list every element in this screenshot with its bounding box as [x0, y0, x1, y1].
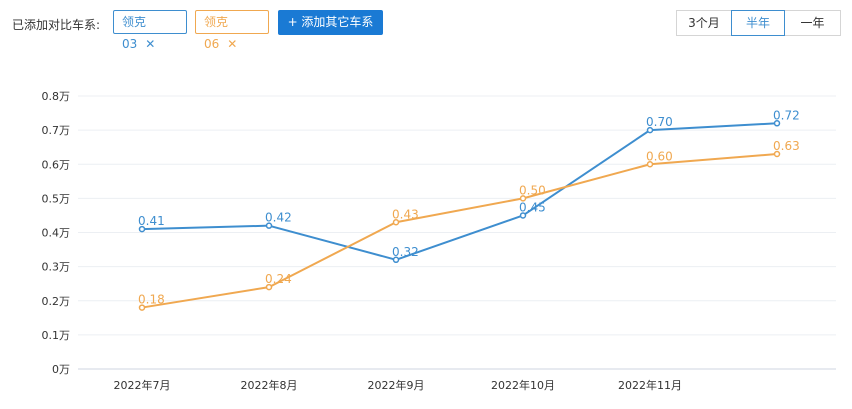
x-tick-label: 2022年7月	[114, 378, 171, 392]
data-label: 0.24	[265, 272, 292, 286]
close-icon[interactable]: ✕	[145, 37, 156, 51]
close-icon[interactable]: ✕	[227, 37, 238, 51]
period-3-months[interactable]: 3个月	[688, 16, 720, 30]
data-label: 0.70	[646, 115, 673, 129]
data-point	[392, 256, 400, 264]
data-point	[773, 120, 781, 127]
data-point	[392, 219, 400, 226]
series-line-1	[141, 153, 778, 309]
toolbar: 已添加对比车系: 领克03 ✕ 领克06 ✕ + 添加其它车系 3个月 半年 一年	[0, 0, 852, 51]
y-tick-label: 0万	[52, 363, 70, 376]
y-tick-label: 0.5万	[42, 192, 71, 205]
data-label: 0.60	[646, 149, 673, 163]
series-tag-label: 领克03	[122, 15, 147, 51]
y-tick-label: 0.3万	[42, 261, 71, 274]
x-tick-label: 2022年10月	[491, 378, 555, 392]
data-label: 0.18	[138, 293, 165, 307]
data-label: 0.43	[392, 207, 419, 221]
data-label: 0.63	[773, 139, 800, 153]
series-tag-lynk03[interactable]: 领克03 ✕	[113, 10, 187, 51]
add-series-button[interactable]: + 添加其它车系	[278, 10, 383, 35]
data-label: 0.41	[138, 214, 165, 228]
series-tag-label: 领克06	[204, 15, 229, 51]
y-tick-label: 0.1万	[42, 329, 71, 342]
x-tick-label: 2022年11月	[618, 378, 682, 392]
data-point	[519, 195, 527, 202]
data-point	[138, 304, 146, 311]
y-tick-label: 0.8万	[42, 90, 71, 103]
y-tick-label: 0.4万	[42, 227, 71, 240]
period-half-year[interactable]: 半年	[731, 10, 785, 36]
period-selector: 3个月 半年 一年	[676, 10, 841, 36]
compare-label: 已添加对比车系:	[12, 18, 101, 32]
data-label: 0.32	[392, 245, 419, 259]
y-tick-label: 0.7万	[42, 124, 71, 137]
data-point	[265, 283, 273, 291]
data-point	[646, 161, 654, 168]
x-tick-label: 2022年9月	[368, 378, 425, 392]
sales-line-chart: 0万 0.1万 0.2万 0.3万 0.4万 0.5万 0.6万 0.7万 0.8万 2022年7…	[42, 90, 836, 392]
data-label: 0.72	[773, 108, 800, 122]
data-label: 0.50	[519, 183, 546, 197]
y-tick-label: 0.2万	[42, 295, 71, 308]
data-point	[646, 126, 654, 134]
data-label: 0.42	[265, 211, 292, 225]
data-label: 0.45	[519, 200, 546, 214]
period-one-year[interactable]: 一年	[800, 16, 825, 30]
series-tag-lynk06[interactable]: 领克06 ✕	[195, 10, 269, 51]
data-point	[773, 150, 781, 158]
data-point	[265, 222, 273, 229]
x-tick-label: 2022年8月	[241, 378, 298, 392]
series-line-0	[141, 122, 778, 261]
data-point	[519, 212, 527, 219]
data-point	[138, 225, 146, 233]
y-tick-label: 0.6万	[42, 158, 71, 171]
